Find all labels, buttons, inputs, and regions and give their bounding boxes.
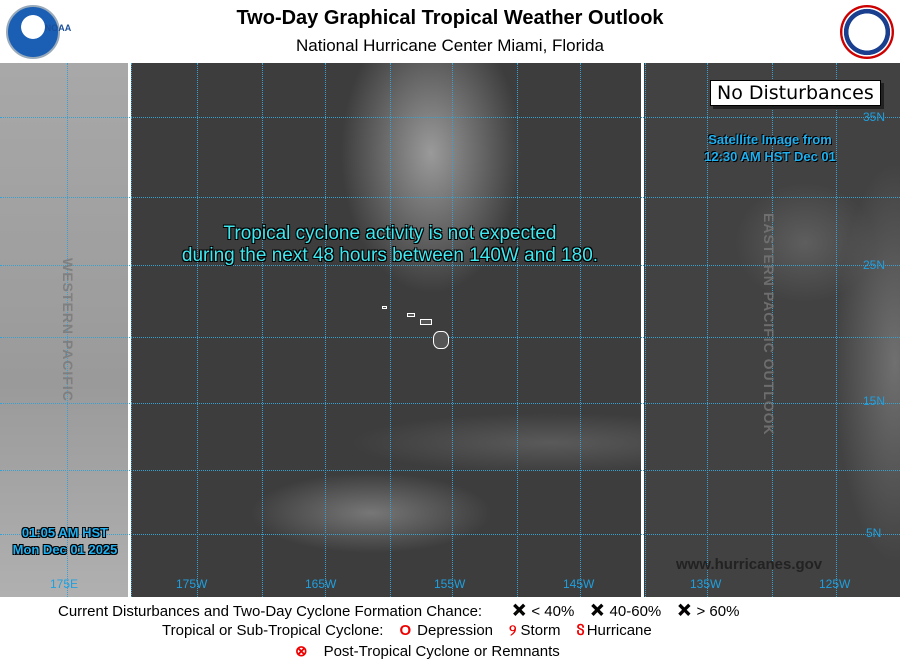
- noaa-logo-text: NOAA: [44, 23, 72, 33]
- yellow-x-icon: ✕: [512, 601, 527, 621]
- longitude-gridline: [390, 63, 391, 597]
- lon-label: 165W: [305, 577, 337, 591]
- longitude-gridline: [67, 63, 68, 597]
- storm-icon: ୨: [509, 622, 517, 639]
- lon-label: 135W: [690, 577, 722, 591]
- hawaii-island: [433, 331, 449, 349]
- panel-divider: [128, 63, 131, 597]
- formation-chance-label: Current Disturbances and Two-Day Cyclone…: [58, 602, 483, 620]
- lon-label: 125W: [819, 577, 851, 591]
- latitude-gridline: [0, 337, 900, 338]
- chance-high-label: > 60%: [696, 602, 740, 620]
- lat-label: 5N: [866, 526, 882, 540]
- latitude-gridline: [0, 265, 900, 266]
- lat-label: 35N: [863, 110, 886, 124]
- hawaii-island: [420, 319, 432, 325]
- lon-label: 145W: [563, 577, 595, 591]
- cyclone-type-label: Tropical or Sub-Tropical Cyclone:: [162, 622, 384, 639]
- satellite-time-line: 12:30 AM HST Dec 01: [704, 149, 836, 164]
- longitude-gridline: [452, 63, 453, 597]
- issued-time: 01:05 AM HST Mon Dec 01 2025: [0, 524, 130, 558]
- longitude-gridline: [325, 63, 326, 597]
- lat-label: 15N: [863, 394, 886, 408]
- nws-logo: [840, 5, 894, 59]
- longitude-gridline: [645, 63, 646, 597]
- noaa-logo: NOAA: [6, 5, 71, 59]
- longitude-gridline: [131, 63, 132, 597]
- western-pacific-panel: [0, 63, 128, 597]
- website-label: www.hurricanes.gov: [676, 556, 823, 573]
- storm-label: Storm: [520, 622, 561, 639]
- issued-time-line: Mon Dec 01 2025: [12, 542, 118, 557]
- issued-time-line: 01:05 AM HST: [21, 525, 109, 540]
- post-tropical-row: ⊗ Post-Tropical Cyclone or Remnants: [295, 642, 560, 661]
- lon-label: 175E: [50, 577, 79, 591]
- eastern-pacific-label: EASTERN PACIFIC OUTLOOK: [761, 213, 777, 436]
- satellite-time-line: Satellite Image from: [708, 132, 832, 147]
- depression-label: Depression: [417, 622, 494, 639]
- orange-x-icon: ✕: [590, 601, 605, 621]
- post-tropical-icon: ⊗: [295, 643, 308, 660]
- longitude-gridline: [517, 63, 518, 597]
- latitude-gridline: [0, 197, 900, 198]
- panel-divider: [641, 63, 644, 597]
- longitude-gridline: [197, 63, 198, 597]
- satellite-map: WESTERN PACIFIC EASTERN PACIFIC OUTLOOK …: [0, 63, 900, 597]
- satellite-time: Satellite Image from 12:30 AM HST Dec 01: [680, 131, 860, 165]
- status-box: No Disturbances: [710, 80, 881, 106]
- latitude-gridline: [0, 534, 900, 535]
- longitude-gridline: [262, 63, 263, 597]
- hurricane-label: Hurricane: [586, 622, 652, 639]
- post-tropical-label: Post-Tropical Cyclone or Remnants: [323, 642, 560, 660]
- chance-low-label: < 40%: [531, 602, 575, 620]
- longitude-gridline: [772, 63, 773, 597]
- hawaii-island: [407, 313, 415, 317]
- longitude-gridline: [580, 63, 581, 597]
- header: NOAA Two-Day Graphical Tropical Weather …: [0, 0, 900, 63]
- latitude-gridline: [0, 117, 900, 118]
- lat-label: 25N: [863, 258, 886, 272]
- lon-label: 155W: [434, 577, 466, 591]
- central-pacific-panel: [131, 63, 641, 597]
- lon-label: 175W: [176, 577, 208, 591]
- hurricane-icon: ჽ: [576, 622, 585, 639]
- page-subtitle: National Hurricane Center Miami, Florida: [295, 36, 604, 55]
- notice-line: during the next 48 hours between 140W an…: [181, 245, 599, 266]
- longitude-gridline: [836, 63, 837, 597]
- latitude-gridline: [0, 403, 900, 404]
- hawaii-island: [382, 306, 387, 309]
- western-pacific-label: WESTERN PACIFIC: [60, 258, 76, 402]
- longitude-gridline: [707, 63, 708, 597]
- depression-icon: O: [399, 622, 412, 639]
- outlook-notice: Tropical cyclone activity is not expecte…: [130, 223, 650, 267]
- cyclone-type-row: Tropical or Sub-Tropical Cyclone: O Depre…: [162, 622, 652, 639]
- formation-chance-row: Current Disturbances and Two-Day Cyclone…: [58, 601, 739, 621]
- page-title: Two-Day Graphical Tropical Weather Outlo…: [236, 7, 664, 29]
- latitude-gridline: [0, 470, 900, 471]
- red-x-icon: ✕: [677, 601, 692, 621]
- chance-medium-label: 40-60%: [609, 602, 662, 620]
- notice-line: Tropical cyclone activity is not expecte…: [223, 223, 557, 244]
